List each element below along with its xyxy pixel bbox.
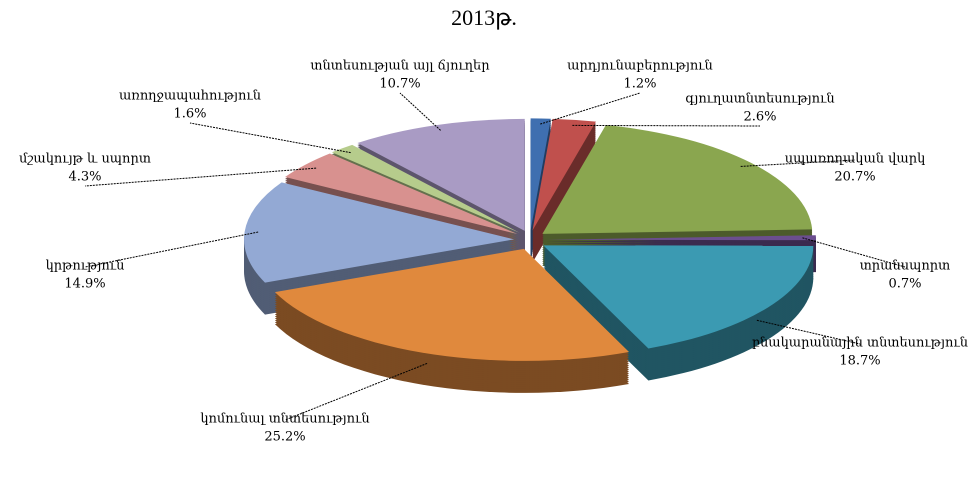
leader-line (802, 237, 906, 268)
chart-title: 2013թ. (451, 5, 517, 30)
slice (543, 245, 814, 349)
slice (542, 125, 813, 234)
labels: արդյունաբերություն 1.2% գյուղատնտեսություն… (19, 59, 968, 445)
leader-line (399, 92, 441, 131)
pie (244, 118, 816, 393)
value-label: 14.9% (64, 277, 105, 292)
value-label: 18.7% (839, 354, 880, 369)
category-label: կոմունալ տնտեսություն (200, 412, 369, 427)
slice (532, 118, 596, 231)
category-label: կրթություն (46, 259, 125, 274)
category-label: տրանսպորտ (860, 259, 951, 274)
slice (274, 248, 630, 361)
category-label: բնակարանային տնտեսություն (752, 336, 968, 351)
leader-line (189, 122, 351, 154)
category-label: տնտեսության այլ ճյուղեր (310, 59, 490, 74)
slice (331, 144, 520, 233)
value-label: 20.7% (834, 170, 875, 185)
value-label: 4.3% (68, 170, 101, 185)
value-label: 1.2% (623, 77, 656, 92)
leader-line (84, 231, 259, 268)
slice (244, 182, 515, 283)
category-label: մշակույթ և սպորտ (19, 152, 151, 167)
category-label: սպառողական վարկ (785, 152, 925, 167)
leader-line (84, 167, 317, 187)
value-label: 25.2% (264, 430, 305, 445)
value-label: 2.6% (743, 110, 776, 125)
value-label: 0.7% (888, 277, 921, 292)
slice (285, 153, 518, 235)
category-label: առողջապահություն (119, 89, 261, 104)
value-label: 10.7% (379, 77, 420, 92)
category-label: արդյունաբերություն (567, 59, 713, 74)
value-label: 1.6% (173, 107, 206, 122)
leader-line (540, 92, 641, 125)
leader-line (756, 319, 861, 345)
category-label: գյուղատնտեսություն (685, 92, 834, 107)
slice (545, 235, 816, 241)
slice (530, 118, 551, 231)
leader-line (572, 124, 761, 127)
leader-line (284, 362, 428, 421)
slice (357, 118, 525, 231)
leader-line (740, 159, 856, 167)
